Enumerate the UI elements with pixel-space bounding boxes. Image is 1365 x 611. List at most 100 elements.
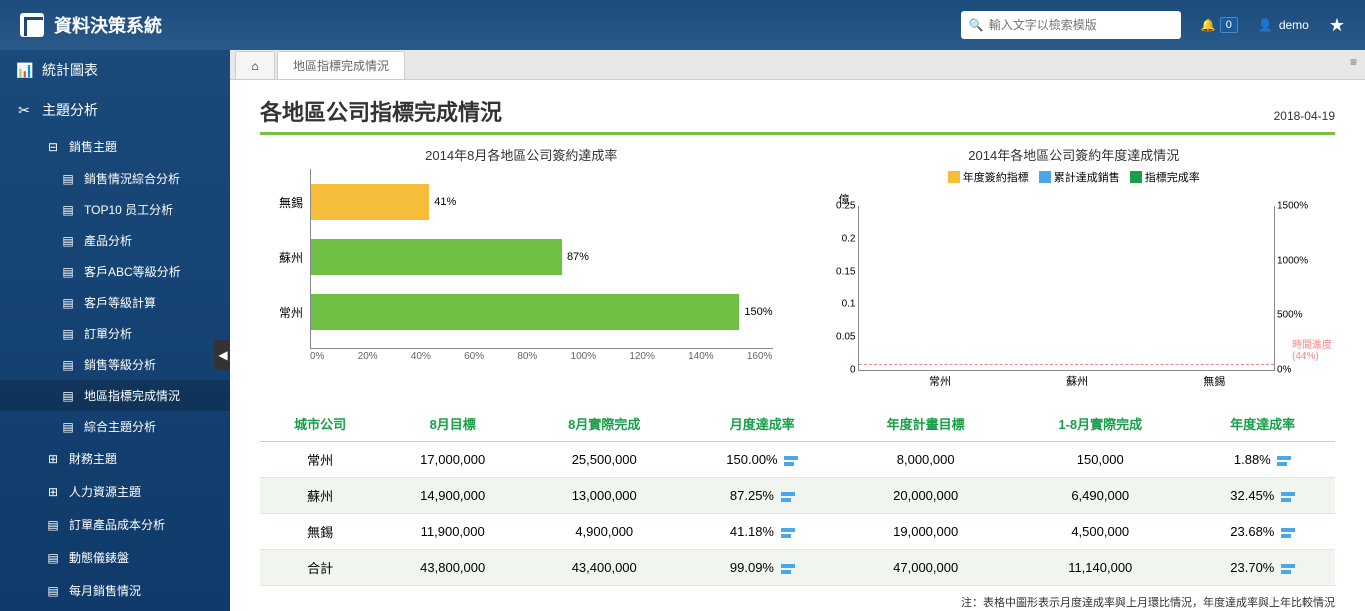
- tab-active[interactable]: 地區指標完成情況: [277, 51, 405, 79]
- star-icon[interactable]: ★: [1329, 15, 1345, 36]
- table-cell: 87.25%: [683, 478, 841, 514]
- username: demo: [1279, 18, 1309, 32]
- hbar-value: 41%: [434, 196, 456, 208]
- chart2-annotation: 時間進度(44%): [1292, 336, 1332, 362]
- sidebar-icon: ▤: [60, 358, 76, 372]
- table-cell: 17,000,000: [380, 442, 525, 478]
- sidebar-item[interactable]: ▤ 動態儀錶盤: [0, 541, 230, 574]
- table-cell: 23.68%: [1190, 514, 1335, 550]
- table-row: 蘇州 14,900,000 13,000,000 87.25% 20,000,0…: [260, 478, 1335, 514]
- sidebar-label: 主題分析: [42, 100, 98, 120]
- table-cell: 43,800,000: [380, 550, 525, 586]
- sidebar-item[interactable]: ▤每月銷售情況: [0, 574, 230, 607]
- sidebar-collapse-button[interactable]: ◀: [214, 340, 230, 370]
- sidebar-item[interactable]: ▤訂單產品成本分析: [0, 508, 230, 541]
- sidebar-item[interactable]: 📊統計圖表: [0, 50, 230, 90]
- chart-annual: 2014年各地區公司簽約年度達成情況 年度簽約指標累計達成銷售指標完成率 億00…: [813, 145, 1336, 391]
- search-icon: 🔍: [969, 18, 984, 32]
- sidebar-subitem[interactable]: ▤銷售情況綜合分析: [0, 163, 230, 194]
- main: ⌂ 地區指標完成情況 ≡ 各地區公司指標完成情況 2018-04-19 2014…: [230, 50, 1365, 611]
- page-head: 各地區公司指標完成情況 2018-04-19: [260, 95, 1335, 135]
- sidebar-label: TOP10 员工分析: [84, 201, 173, 218]
- table-cell: 99.09%: [683, 550, 841, 586]
- sidebar-subitem[interactable]: ▤ 產品分析: [0, 225, 230, 256]
- table-cell: 19,000,000: [841, 514, 1010, 550]
- sidebar-label: 客戶等級計算: [84, 294, 156, 311]
- table-header-row: 城市公司8月目標8月實際完成月度達成率年度計畫目標1-8月實際完成年度達成率: [260, 406, 1335, 442]
- sparkline-icon: [1281, 564, 1295, 574]
- header: 資料決策系統 🔍 🔔 0 👤 demo ★: [0, 0, 1365, 50]
- sidebar-item[interactable]: ⊞財務主題: [0, 442, 230, 475]
- table-cell: 23.70%: [1190, 550, 1335, 586]
- tab-menu-icon[interactable]: ≡: [1350, 55, 1357, 69]
- sidebar-label: 銷售情況綜合分析: [84, 170, 180, 187]
- sidebar-icon: 📊: [16, 62, 32, 79]
- notifications[interactable]: 🔔 0: [1201, 17, 1238, 33]
- sidebar: ◀ 📊統計圖表✂主題分析⊟銷售主題▤銷售情況綜合分析▤TOP10 员工分析▤產品…: [0, 50, 230, 611]
- table-cell: 41.18%: [683, 514, 841, 550]
- sidebar-icon: ▤: [60, 234, 76, 248]
- hbar-bar: [311, 294, 739, 330]
- sidebar-item[interactable]: ✂主題分析: [0, 90, 230, 130]
- sparkline-icon: [1281, 492, 1295, 502]
- vbar-xlabel: 無錫: [1203, 370, 1225, 389]
- search-box[interactable]: 🔍: [961, 11, 1181, 39]
- chart1-title: 2014年8月各地區公司簽約達成率: [260, 145, 783, 164]
- table-row: 常州 17,000,000 25,500,000 150.00% 8,000,0…: [260, 442, 1335, 478]
- legend-item: 指標完成率: [1130, 169, 1200, 185]
- table-header: 8月目標: [380, 406, 525, 442]
- sidebar-subitem[interactable]: ▤ 客戶等級計算: [0, 287, 230, 318]
- hbar-bar: [311, 184, 429, 220]
- table-cell: 14,900,000: [380, 478, 525, 514]
- table-cell: 150.00%: [683, 442, 841, 478]
- sidebar-subitem[interactable]: ▤地區指標完成情況: [0, 380, 230, 411]
- sidebar-label: 人力資源主題: [69, 483, 141, 500]
- sidebar-label: 財務主題: [69, 450, 117, 467]
- sidebar-label: 動態儀錶盤: [69, 549, 129, 566]
- sidebar-subitem[interactable]: ▤銷售等級分析: [0, 349, 230, 380]
- table-cell: 常州: [260, 442, 380, 478]
- sidebar-label: 產品分析: [84, 232, 132, 249]
- sidebar-label: 訂單分析: [84, 325, 132, 342]
- hbar-label: 無錫: [279, 194, 311, 211]
- tab-home[interactable]: ⌂: [235, 51, 275, 79]
- data-table: 城市公司8月目標8月實際完成月度達成率年度計畫目標1-8月實際完成年度達成率常州…: [260, 406, 1335, 586]
- sidebar-icon: ▤: [60, 203, 76, 217]
- footnote: 注：表格中圖形表示月度達成率與上月環比情況，年度達成率與上年比較情況: [260, 594, 1335, 610]
- table-cell: 47,000,000: [841, 550, 1010, 586]
- hbar-value: 150%: [744, 306, 772, 318]
- table-cell: 11,900,000: [380, 514, 525, 550]
- sparkline-icon: [781, 564, 795, 574]
- legend-item: 累計達成銷售: [1039, 169, 1120, 185]
- table-cell: 150,000: [1010, 442, 1190, 478]
- sidebar-subitem[interactable]: ▤ TOP10 员工分析: [0, 194, 230, 225]
- table-header: 城市公司: [260, 406, 380, 442]
- sidebar-subitem[interactable]: ▤訂單分析: [0, 318, 230, 349]
- table-cell: 20,000,000: [841, 478, 1010, 514]
- sidebar-subitem[interactable]: ▤ 客戶ABC等級分析: [0, 256, 230, 287]
- hbar-xaxis: 0%20%40%60%80%100%120%140%160%: [310, 351, 773, 369]
- sidebar-label: 客戶ABC等級分析: [84, 263, 181, 280]
- user-icon: 👤: [1258, 18, 1273, 32]
- table-cell: 13,000,000: [525, 478, 683, 514]
- sidebar-icon: ▤: [60, 265, 76, 279]
- table-cell: 1.88%: [1190, 442, 1335, 478]
- table-cell: 蘇州: [260, 478, 380, 514]
- table-cell: 25,500,000: [525, 442, 683, 478]
- sidebar-item[interactable]: ⊟銷售主題: [0, 130, 230, 163]
- chart-monthly: 2014年8月各地區公司簽約達成率 無錫41%蘇州87%常州150%0%20%4…: [260, 145, 783, 391]
- sidebar-icon: ▤: [60, 296, 76, 310]
- logo-icon: [20, 13, 44, 37]
- table-cell: 43,400,000: [525, 550, 683, 586]
- table-cell: 32.45%: [1190, 478, 1335, 514]
- sidebar-icon: ⊞: [45, 485, 61, 499]
- search-input[interactable]: [989, 18, 1173, 32]
- user-menu[interactable]: 👤 demo: [1258, 18, 1309, 32]
- sparkline-icon: [1281, 528, 1295, 538]
- table-header: 月度達成率: [683, 406, 841, 442]
- sidebar-label: 每月銷售情況: [69, 582, 141, 599]
- sidebar-icon: ▤: [45, 551, 61, 565]
- sidebar-item[interactable]: ⊞ 人力資源主題: [0, 475, 230, 508]
- sidebar-subitem[interactable]: ▤綜合主題分析: [0, 411, 230, 442]
- table-header: 年度計畫目標: [841, 406, 1010, 442]
